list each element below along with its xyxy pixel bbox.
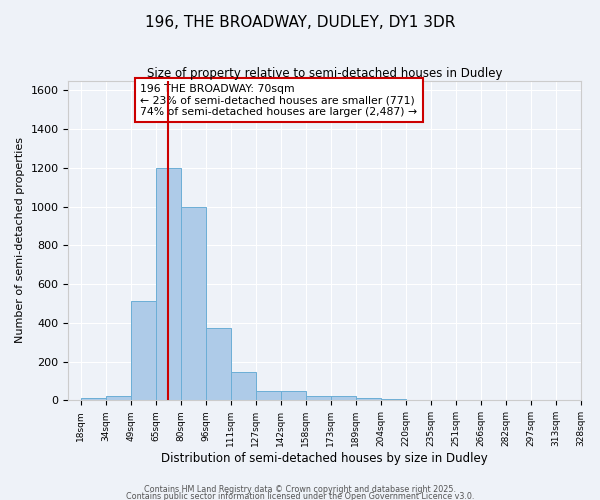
Bar	[181, 206, 206, 400]
Title: Size of property relative to semi-detached houses in Dudley: Size of property relative to semi-detach…	[147, 68, 502, 80]
Y-axis label: Number of semi-detached properties: Number of semi-detached properties	[15, 138, 25, 344]
Bar	[331, 396, 356, 400]
Bar	[231, 372, 256, 400]
Bar	[106, 396, 131, 400]
Bar	[131, 302, 156, 400]
Bar	[306, 396, 331, 400]
Bar	[206, 328, 231, 400]
Text: 196, THE BROADWAY, DUDLEY, DY1 3DR: 196, THE BROADWAY, DUDLEY, DY1 3DR	[145, 15, 455, 30]
Bar	[356, 398, 380, 400]
Bar	[256, 390, 281, 400]
Text: Contains HM Land Registry data © Crown copyright and database right 2025.: Contains HM Land Registry data © Crown c…	[144, 486, 456, 494]
Text: Contains public sector information licensed under the Open Government Licence v3: Contains public sector information licen…	[126, 492, 474, 500]
Bar	[81, 398, 106, 400]
Text: 196 THE BROADWAY: 70sqm
← 23% of semi-detached houses are smaller (771)
74% of s: 196 THE BROADWAY: 70sqm ← 23% of semi-de…	[140, 84, 417, 117]
Bar	[156, 168, 181, 400]
X-axis label: Distribution of semi-detached houses by size in Dudley: Distribution of semi-detached houses by …	[161, 452, 488, 465]
Bar	[281, 390, 306, 400]
